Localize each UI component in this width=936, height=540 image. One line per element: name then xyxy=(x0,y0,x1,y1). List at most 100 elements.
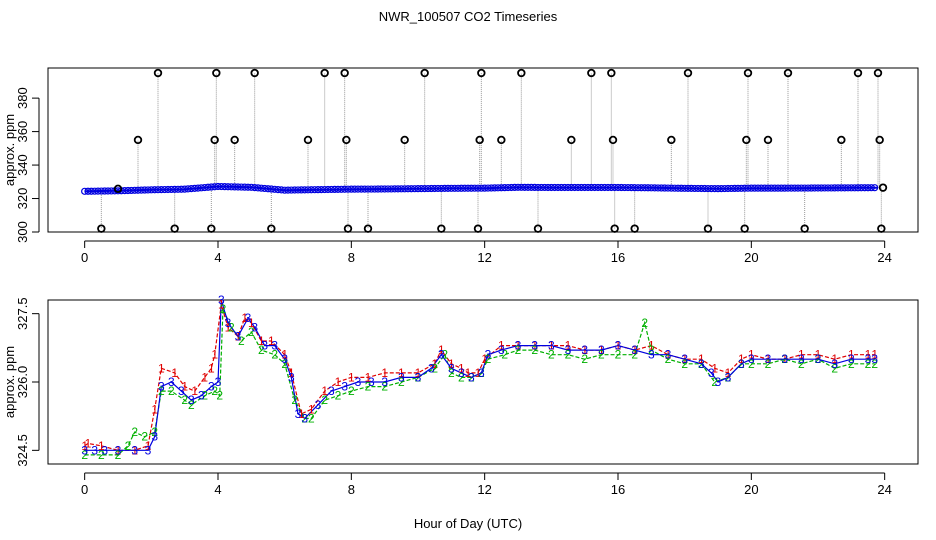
outlier-point xyxy=(703,224,713,233)
baseline-point xyxy=(497,184,505,192)
baseline-point xyxy=(137,186,145,194)
series-2-mark: 2 xyxy=(698,357,705,371)
baseline-point xyxy=(161,185,169,194)
series-3-line xyxy=(84,299,875,451)
baseline-point xyxy=(414,185,422,193)
series-3-mark: 3 xyxy=(271,339,278,353)
baseline-point xyxy=(561,183,569,192)
baseline-point xyxy=(507,183,515,192)
baseline-point xyxy=(754,184,762,192)
series-2-mark: 2 xyxy=(398,375,405,389)
series-3-mark: 3 xyxy=(781,352,788,366)
outlier-point xyxy=(420,68,429,78)
baseline-point xyxy=(251,184,259,192)
baseline-point xyxy=(157,186,165,194)
outlier-point xyxy=(743,68,753,78)
series-2-mark: 2 xyxy=(271,348,278,362)
baseline-point xyxy=(344,185,352,193)
top-x-tick-label: 12 xyxy=(477,250,491,265)
series-1-mark: 1 xyxy=(81,439,88,453)
baseline-point xyxy=(397,185,405,193)
series-3-mark: 3 xyxy=(598,343,605,357)
baseline-point xyxy=(481,184,489,192)
baseline-point xyxy=(724,184,732,193)
series-1-mark: 1 xyxy=(288,366,295,380)
bottom-y-axis: 324.5 326.0 327.5 xyxy=(15,297,40,467)
series-1-mark: 1 xyxy=(598,343,605,357)
baseline-point xyxy=(804,184,812,192)
series-3-mark: 3 xyxy=(288,370,295,384)
series-1-mark: 1 xyxy=(815,348,822,362)
bottom-y-tick-label: 324.5 xyxy=(15,434,30,467)
baseline-point xyxy=(787,184,795,192)
baseline-point xyxy=(597,183,605,192)
baseline-point xyxy=(594,183,602,192)
baseline-point xyxy=(467,184,475,192)
outlier-point xyxy=(587,68,596,78)
baseline-point xyxy=(364,185,372,193)
bottom-series-lines xyxy=(84,299,875,456)
baseline-point xyxy=(647,184,655,192)
baseline-point xyxy=(617,183,625,192)
outlier-point xyxy=(610,224,619,233)
series-2-mark: 2 xyxy=(548,348,555,362)
series-2-mark: 2 xyxy=(211,384,218,398)
baseline-point xyxy=(741,184,749,192)
series-3-mark: 3 xyxy=(301,411,308,425)
series-1-mark: 1 xyxy=(211,348,218,362)
baseline-point xyxy=(321,185,329,194)
series-1-mark: 1 xyxy=(268,334,275,348)
series-2-mark: 2 xyxy=(348,384,355,398)
series-1-mark: 1 xyxy=(248,316,255,330)
top-x-tick-label: 8 xyxy=(348,250,355,265)
bottom-y-tick-label: 327.5 xyxy=(15,297,30,330)
baseline-point xyxy=(91,187,99,195)
outlier-point xyxy=(320,68,329,78)
series-1-mark: 1 xyxy=(548,339,555,353)
baseline-point xyxy=(281,186,289,194)
baseline-point xyxy=(857,184,865,192)
baseline-point xyxy=(444,184,452,192)
baseline-point xyxy=(391,185,399,193)
series-3-mark: 3 xyxy=(458,366,465,380)
baseline-point xyxy=(464,184,472,192)
baseline-point xyxy=(324,185,332,194)
series-3-mark: 3 xyxy=(415,370,422,384)
outlier-point xyxy=(230,135,239,145)
bottom-panel-frame xyxy=(47,299,919,465)
series-2-mark: 2 xyxy=(648,343,655,357)
series-3-mark: 3 xyxy=(498,343,505,357)
series-1-mark: 1 xyxy=(848,348,855,362)
baseline-point xyxy=(454,184,462,192)
series-2-mark: 2 xyxy=(168,384,175,398)
series-2-mark: 2 xyxy=(415,370,422,384)
series-3-mark: 3 xyxy=(615,339,622,353)
baseline-point xyxy=(147,186,155,194)
series-3-mark: 3 xyxy=(665,348,672,362)
baseline-point xyxy=(231,183,239,191)
baseline-point xyxy=(311,186,319,194)
baseline-point xyxy=(361,185,369,193)
series-2-mark: 2 xyxy=(321,393,328,407)
baseline-point xyxy=(107,187,115,195)
baseline-point xyxy=(691,184,699,193)
series-2-mark: 2 xyxy=(531,343,538,357)
series-3-mark: 3 xyxy=(341,380,348,394)
series-3-mark: 3 xyxy=(715,375,722,389)
baseline-point xyxy=(424,184,432,193)
series-1-mark: 1 xyxy=(831,352,838,366)
outlier-point xyxy=(742,135,751,145)
outlier-point xyxy=(133,135,143,145)
series-3-mark: 3 xyxy=(738,357,745,371)
series-3-mark: 3 xyxy=(871,352,878,366)
series-3-mark: 3 xyxy=(815,352,822,366)
baseline-point xyxy=(291,186,299,194)
baseline-point xyxy=(421,184,429,193)
series-1-mark: 1 xyxy=(865,348,872,362)
baseline-point xyxy=(177,185,185,193)
baseline-point xyxy=(427,184,435,193)
baseline-point xyxy=(284,186,292,194)
baseline-point xyxy=(834,184,842,192)
top-x-tick-label: 4 xyxy=(214,250,221,265)
